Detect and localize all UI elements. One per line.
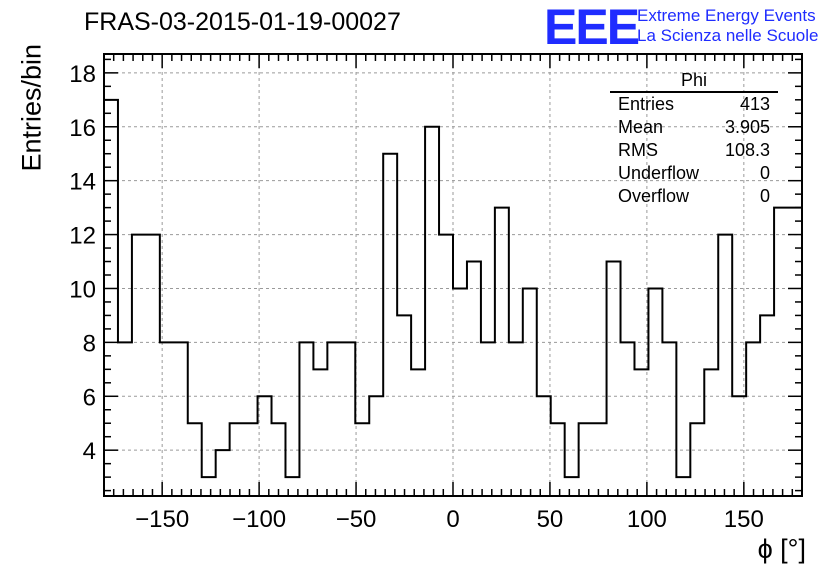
histogram-bin	[648, 288, 662, 496]
histogram-bin	[132, 235, 146, 496]
histogram-bin	[425, 127, 439, 496]
histogram-bin	[299, 342, 313, 496]
y-tick-label: 14	[69, 169, 96, 196]
y-tick-label: 8	[83, 330, 96, 357]
histogram-bin	[788, 208, 802, 496]
y-tick-label: 16	[69, 115, 96, 142]
stats-label: Underflow	[618, 163, 700, 183]
histogram-bin	[718, 235, 732, 496]
y-tick-label: 6	[83, 384, 96, 411]
histogram-bin	[230, 423, 244, 496]
histogram-bin	[258, 396, 272, 496]
histogram-bin	[732, 396, 746, 496]
histogram-bin	[453, 288, 467, 496]
x-tick-label: 100	[627, 506, 667, 533]
histogram-bin	[327, 342, 341, 496]
chart-title: FRAS-03-2015-01-19-00027	[84, 8, 401, 36]
histogram-bin	[565, 477, 579, 496]
histogram-bin	[662, 342, 676, 496]
axis-tick-labels: −150 −100 −50 0 50 100 150 4 6 8 10 12 14 16 18	[69, 61, 764, 533]
histogram-bin	[383, 154, 397, 496]
logo-line-2: La Scienza nelle Scuole	[637, 26, 819, 45]
stats-row: Underflow 0	[610, 162, 778, 185]
stats-row: Mean 3.905	[610, 116, 778, 139]
histogram-bin	[537, 396, 551, 496]
histogram-bin	[634, 369, 648, 496]
histogram-bin	[369, 396, 383, 496]
histogram-bin	[146, 235, 160, 496]
stats-box: Phi Entries 413 Mean 3.905 RMS 108.3 Und…	[610, 70, 778, 208]
histogram-bin	[467, 262, 481, 496]
histogram-bin	[439, 235, 453, 496]
histogram-bin	[104, 100, 118, 496]
histogram-bin	[690, 423, 704, 496]
x-tick-label: 50	[537, 506, 564, 533]
histogram-bin	[704, 369, 718, 496]
histogram-bin	[118, 342, 132, 496]
histogram-bin	[355, 423, 369, 496]
histogram-series-phi	[103, 98, 803, 496]
histogram-bin	[551, 423, 565, 496]
histogram-bin	[216, 450, 230, 496]
histogram-bin	[272, 423, 286, 496]
histogram-bin	[188, 423, 202, 496]
histogram-bin	[411, 369, 425, 496]
stats-value: 0	[759, 186, 770, 206]
x-tick-label: −150	[135, 506, 189, 533]
x-tick-label: 0	[446, 506, 459, 533]
histogram-bin	[760, 315, 774, 496]
histogram-bin	[774, 208, 788, 496]
grid-lines	[104, 54, 802, 496]
y-tick-label: 18	[69, 61, 96, 88]
histogram-bin	[676, 477, 690, 496]
eee-logo: EEE	[544, 0, 640, 55]
histogram-bin	[621, 342, 635, 496]
histogram-bin	[160, 342, 174, 496]
histogram-bin	[523, 288, 537, 496]
histogram-bin	[481, 342, 495, 496]
stats-value: 0	[759, 163, 770, 183]
stats-label: Overflow	[618, 186, 690, 206]
histogram-bin	[313, 369, 327, 496]
histogram-bin	[607, 262, 621, 496]
histogram-bin	[341, 342, 355, 496]
stats-value: 108.3	[724, 140, 770, 160]
histogram-bin	[202, 477, 216, 496]
stats-row: Entries 413	[610, 93, 778, 116]
x-tick-label: −50	[336, 506, 377, 533]
y-tick-label: 12	[69, 223, 96, 250]
stats-label: Entries	[618, 94, 675, 114]
stats-box-title: Phi	[610, 70, 778, 93]
y-axis-label: Entries/bin	[16, 43, 47, 172]
histogram-bin	[397, 315, 411, 496]
x-axis-label: ϕ [°]	[757, 534, 806, 564]
logo-line-1: Extreme Energy Events	[637, 6, 816, 25]
histogram-bin	[244, 423, 258, 496]
histogram-bin	[579, 423, 593, 496]
y-tick-label: 4	[83, 438, 96, 465]
stats-label: RMS	[618, 140, 658, 160]
histogram-bin	[593, 423, 607, 496]
histogram-bin	[285, 477, 299, 496]
stats-row: Overflow 0	[610, 185, 778, 208]
x-tick-label: 150	[724, 506, 764, 533]
axis-ticks	[104, 54, 802, 496]
histogram-bin	[495, 208, 509, 496]
stats-row: RMS 108.3	[610, 139, 778, 162]
histogram-bin	[509, 342, 523, 496]
stats-value: 413	[739, 94, 770, 114]
histogram-bin	[746, 342, 760, 496]
histogram-bin	[174, 342, 188, 496]
x-tick-label: −100	[232, 506, 286, 533]
y-tick-label: 10	[69, 276, 96, 303]
stats-label: Mean	[618, 117, 664, 137]
stats-value: 3.905	[724, 117, 770, 137]
